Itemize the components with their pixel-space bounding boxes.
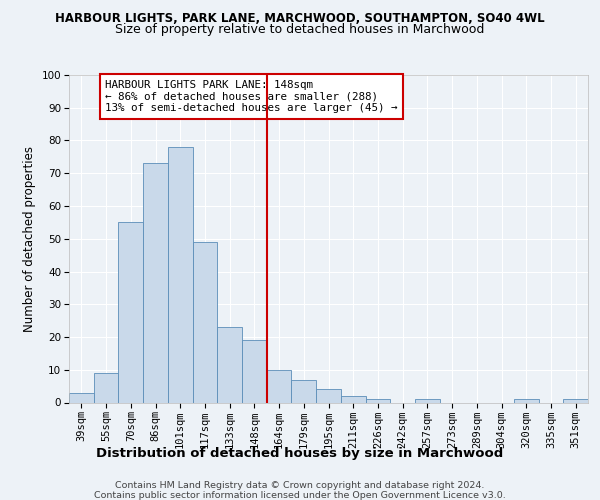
Text: Size of property relative to detached houses in Marchwood: Size of property relative to detached ho… xyxy=(115,24,485,36)
Bar xyxy=(217,327,242,402)
Text: Distribution of detached houses by size in Marchwood: Distribution of detached houses by size … xyxy=(97,448,503,460)
Y-axis label: Number of detached properties: Number of detached properties xyxy=(23,146,36,332)
Bar xyxy=(563,399,588,402)
Text: HARBOUR LIGHTS, PARK LANE, MARCHWOOD, SOUTHAMPTON, SO40 4WL: HARBOUR LIGHTS, PARK LANE, MARCHWOOD, SO… xyxy=(55,12,545,26)
Text: Contains public sector information licensed under the Open Government Licence v3: Contains public sector information licen… xyxy=(94,491,506,500)
Bar xyxy=(118,222,143,402)
Bar xyxy=(168,147,193,403)
Bar xyxy=(341,396,365,402)
Bar xyxy=(415,399,440,402)
Bar xyxy=(365,399,390,402)
Bar xyxy=(267,370,292,402)
Bar xyxy=(69,392,94,402)
Bar xyxy=(514,399,539,402)
Bar xyxy=(292,380,316,402)
Bar xyxy=(143,164,168,402)
Bar xyxy=(242,340,267,402)
Bar xyxy=(316,390,341,402)
Bar xyxy=(94,373,118,402)
Text: HARBOUR LIGHTS PARK LANE: 148sqm
← 86% of detached houses are smaller (288)
13% : HARBOUR LIGHTS PARK LANE: 148sqm ← 86% o… xyxy=(106,80,398,113)
Text: Contains HM Land Registry data © Crown copyright and database right 2024.: Contains HM Land Registry data © Crown c… xyxy=(115,481,485,490)
Bar xyxy=(193,242,217,402)
